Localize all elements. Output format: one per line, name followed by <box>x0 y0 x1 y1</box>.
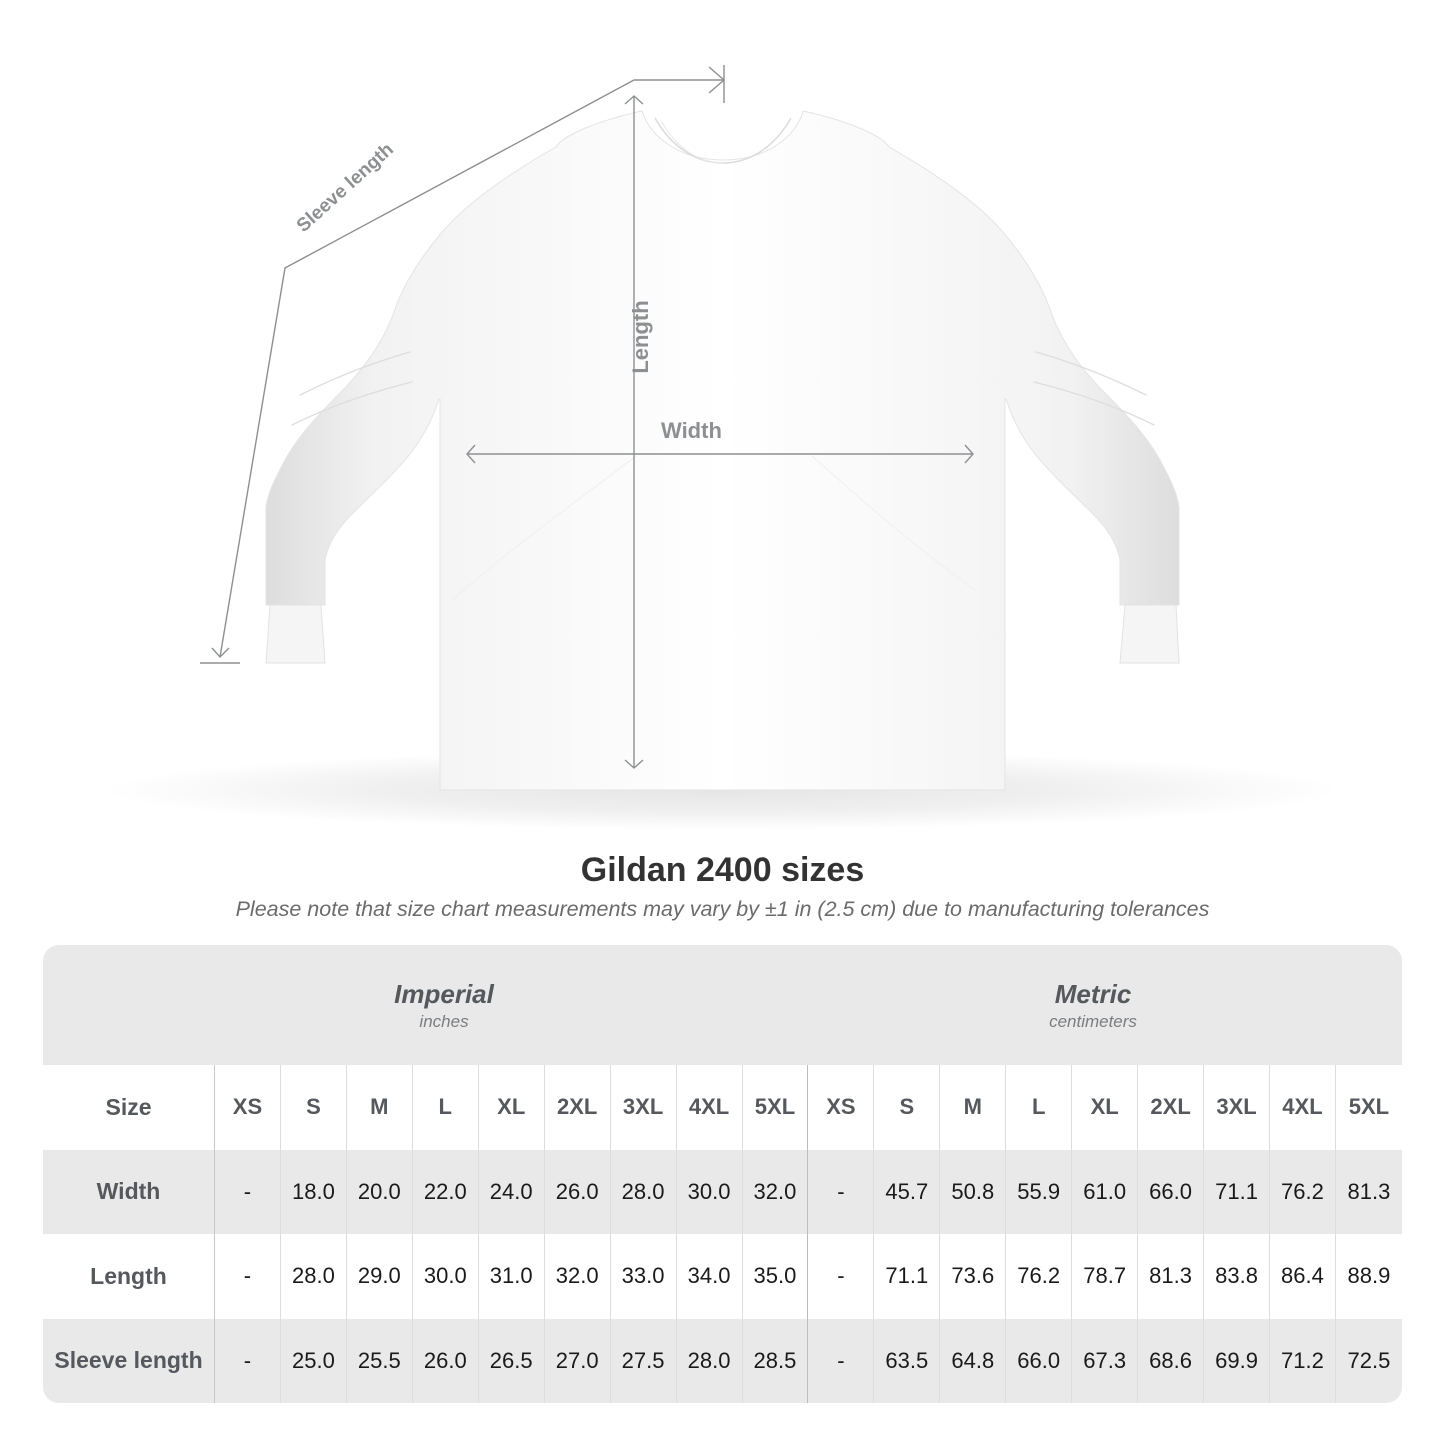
svg-text:Sleeve length: Sleeve length <box>293 139 398 237</box>
svg-text:Length: Length <box>628 300 653 373</box>
svg-text:Width: Width <box>661 418 722 443</box>
